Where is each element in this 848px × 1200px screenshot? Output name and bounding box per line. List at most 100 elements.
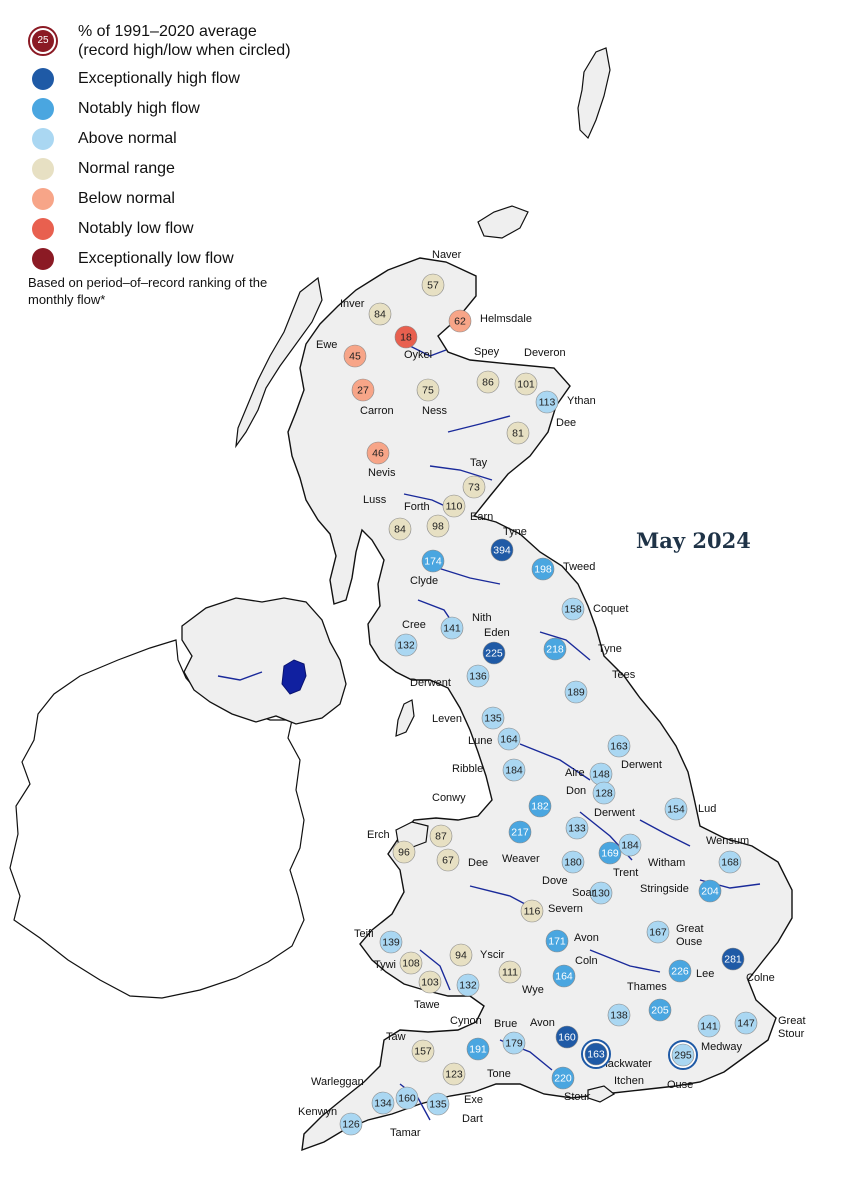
station-river-name: Tyne [503, 526, 527, 538]
station-river-name-line: Eden [484, 627, 510, 639]
station-value: 84 [394, 524, 406, 536]
legend-entry-normal-range: Normal range [28, 154, 348, 184]
station-river-name-line: Yscir [480, 949, 505, 961]
station-river-name-line: Tweed [563, 561, 595, 573]
station-value: 130 [592, 888, 610, 900]
station-river-name: Brue [494, 1018, 517, 1030]
station-marker [448, 309, 472, 333]
station-marker [482, 641, 506, 665]
station-value: 220 [554, 1073, 572, 1085]
station-value: 45 [349, 351, 361, 363]
station-river-name: Soar [572, 887, 596, 899]
station-helmsdale: 62 Helmsdale [448, 309, 532, 333]
station-clyde: 174 Clyde [410, 549, 445, 587]
station-severn: 116 Severn [520, 899, 583, 923]
station-yscir: 94 Yscir [449, 943, 505, 967]
station-river-name: Erch [367, 829, 390, 841]
station-marker [698, 879, 722, 903]
station-tyne: 218 Tyne [543, 637, 622, 661]
station-value: 160 [398, 1093, 416, 1105]
station-river-name: Inver [340, 298, 365, 310]
legend-record-marker: 25 [28, 26, 58, 56]
station-value: 174 [424, 556, 442, 568]
legend-entry-below-normal: Below normal [28, 184, 348, 214]
station-dove: 180 Dove [542, 850, 585, 887]
station-value: 135 [484, 713, 502, 725]
station-marker [426, 1092, 450, 1116]
station-river-name: Wye [522, 984, 544, 996]
station-value: 154 [667, 804, 685, 816]
station-cynon: 132 Cynon [450, 973, 482, 1027]
station-river-name: Cynon [450, 1015, 482, 1027]
station-value: 394 [493, 545, 511, 557]
station-river-name-line: Tyne [598, 643, 622, 655]
station-river-name-line: Naver [432, 249, 462, 261]
station-river-name: Kenwyn [298, 1106, 337, 1118]
station-marker [339, 1112, 363, 1136]
station-value: 135 [429, 1099, 447, 1111]
station-stringside: 204 Stringside [640, 879, 722, 903]
station-nevis: 46 Nevis [366, 441, 396, 479]
station-value: 67 [442, 855, 454, 867]
station-stour: 220 Stour [551, 1066, 591, 1103]
river-network [217, 345, 761, 1121]
legend-record-value: 25 [32, 30, 54, 52]
station-river-name-line: Ouse [676, 936, 702, 948]
station-river-name-line: Forth [404, 501, 430, 513]
station-river-name: Nevis [368, 467, 396, 479]
station-river-name: Nith [472, 612, 492, 624]
legend-label-exceptionally-low: Exceptionally low flow [78, 250, 234, 267]
station-don: 128 Don [566, 781, 616, 805]
station-marker [514, 372, 538, 396]
station-river-name-line: Taw [386, 1031, 406, 1043]
station-marker [481, 706, 505, 730]
station-river-name: Taw [386, 1031, 406, 1043]
legend-entry-exceptionally-low: Exceptionally low flow [28, 244, 348, 274]
station-value: 134 [374, 1098, 392, 1110]
station-itchen: 163 Itchen [581, 1039, 644, 1087]
station-river-name: Carron [360, 405, 394, 417]
station-river-name-line: Avon [530, 1017, 555, 1029]
station-river-name: Dee [556, 417, 576, 429]
station-value: 171 [548, 936, 566, 948]
station-river-name: Stringside [640, 883, 689, 895]
station-value: 116 [524, 906, 541, 918]
station-river-name: Forth [404, 501, 430, 513]
station-marker [429, 824, 453, 848]
station-marker [449, 943, 473, 967]
station-derwent: 133 Derwent [565, 807, 635, 840]
station-avon: 171 Avon [545, 929, 599, 953]
station-marker [718, 850, 742, 874]
station-river-name-line: Tawe [414, 999, 440, 1011]
station-kenwyn: 126 Kenwyn [298, 1106, 363, 1136]
station-river-name: Helmsdale [480, 313, 532, 325]
station-colne: 281 Colne [721, 947, 775, 984]
station-river-name-line: Ribble [452, 763, 483, 775]
station-river-name: Lud [698, 803, 716, 815]
station-river-name-line: Teifi [354, 928, 374, 940]
station-river-name: Thames [627, 981, 667, 993]
legend-swatch-normal-range [32, 158, 54, 180]
station-river-name: Clyde [410, 575, 438, 587]
legend-label-normal-range: Normal range [78, 160, 175, 177]
station-marker [721, 947, 745, 971]
station-value: 113 [539, 397, 556, 409]
station-naver: 57 Naver [421, 249, 462, 297]
legend-swatch-notably-high [32, 98, 54, 120]
station-marker [462, 475, 486, 499]
station-value: 160 [558, 1032, 576, 1044]
station-marker [416, 378, 440, 402]
station-value: 27 [357, 385, 369, 397]
legend-entry-notably-low: Notably low flow [28, 214, 348, 244]
station-marker [418, 970, 442, 994]
legend-swatch-below-normal [32, 188, 54, 210]
station-value: 226 [671, 966, 689, 978]
station-wensum: 168 Wensum [706, 835, 749, 874]
station-marker [664, 797, 688, 821]
station-value: 191 [469, 1044, 487, 1056]
station-value: 128 [595, 788, 613, 800]
station-earn: 98 Earn [426, 511, 493, 538]
station-river-name-line: Ouse [667, 1079, 693, 1091]
station-value: 75 [422, 385, 434, 397]
station-river-name-line: Tone [487, 1068, 511, 1080]
